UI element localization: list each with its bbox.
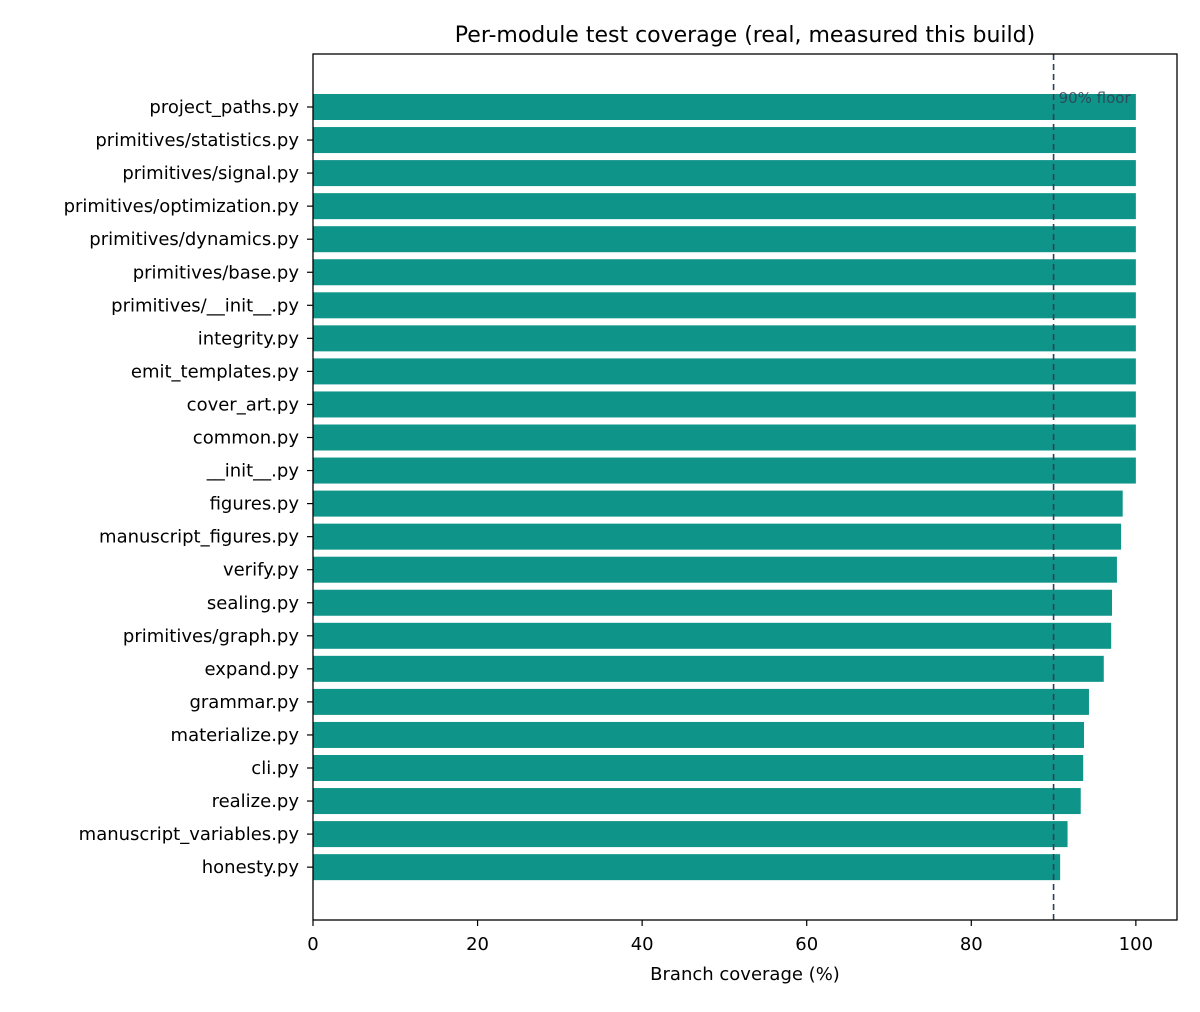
y-tick-label: primitives/optimization.py [64,196,300,217]
bar-23 [313,854,1061,881]
x-tick-label: 80 [960,934,983,955]
bar-3 [313,193,1136,220]
y-tick-label: primitives/dynamics.py [89,229,299,250]
x-tick-label: 40 [631,934,654,955]
x-tick-label: 0 [307,934,318,955]
bar-9 [313,391,1136,418]
y-tick-label: primitives/base.py [133,262,300,283]
bar-15 [313,589,1112,616]
x-axis: 0 20 40 60 80 100 [307,920,1153,955]
bar-4 [313,226,1136,253]
y-tick-label: realize.py [212,791,300,812]
bar-14 [313,556,1117,583]
bar-5 [313,259,1136,286]
y-tick-label: figures.py [210,494,300,515]
y-tick-label: project_paths.py [149,97,299,118]
y-tick-label: manuscript_figures.py [99,527,299,548]
bar-22 [313,821,1068,848]
bar-10 [313,424,1136,451]
bar-2 [313,160,1136,187]
y-tick-label: sealing.py [207,593,299,614]
bar-20 [313,755,1084,781]
y-tick-label: cover_art.py [187,394,300,415]
bar-18 [313,688,1089,715]
x-tick-label: 60 [795,934,818,955]
bar-6 [313,292,1136,319]
y-tick-label: primitives/graph.py [123,626,299,647]
reference-line-label: 90% floor [1059,89,1132,107]
bar-8 [313,358,1136,385]
bar-12 [313,490,1123,517]
x-axis-label: Branch coverage (%) [650,964,840,985]
chart-title: Per-module test coverage (real, measured… [455,23,1035,48]
bar-21 [313,788,1081,815]
y-tick-label: emit_templates.py [131,361,299,382]
bar-1 [313,127,1136,154]
x-tick-label: 100 [1119,934,1153,955]
y-tick-label: cli.py [251,758,299,779]
y-tick-label: common.py [193,428,300,449]
y-tick-label: verify.py [223,560,299,581]
y-tick-labels: project_paths.py primitives/statistics.py… [64,97,313,878]
bars-layer [313,94,1136,881]
y-tick-label: expand.py [205,659,300,680]
bar-7 [313,325,1136,352]
y-tick-label: primitives/signal.py [122,163,299,184]
bar-17 [313,655,1104,682]
bar-0 [313,94,1136,120]
bar-13 [313,523,1122,550]
bar-11 [313,457,1136,484]
x-tick-label: 20 [466,934,489,955]
y-tick-label: primitives/__init__.py [111,295,299,316]
y-tick-label: integrity.py [198,328,300,349]
bar-16 [313,622,1112,649]
y-tick-label: __init__.py [206,461,300,482]
y-tick-label: primitives/statistics.py [95,130,299,151]
bar-19 [313,721,1085,748]
y-tick-label: grammar.py [189,692,299,713]
axes-frame [312,53,1178,921]
reference-line-layer: 90% floor [1052,54,1132,920]
y-tick-label: materialize.py [171,725,300,746]
y-tick-label: honesty.py [202,857,300,878]
y-tick-label: manuscript_variables.py [79,824,300,845]
